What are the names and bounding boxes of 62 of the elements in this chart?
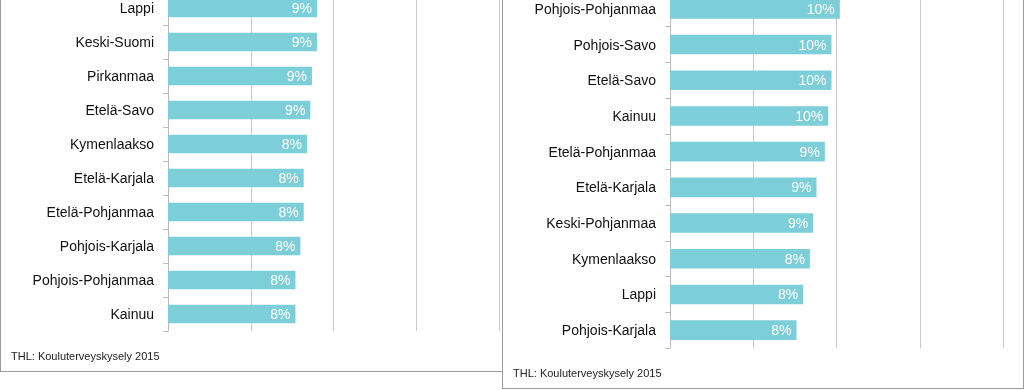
data-label: 9% (799, 143, 820, 160)
bar (670, 70, 832, 91)
bar (168, 236, 301, 256)
bar (168, 0, 317, 18)
bar (670, 284, 804, 305)
category-label: Keski-Pohjanmaa (546, 215, 656, 232)
data-label: 8% (281, 136, 303, 152)
category-label: Etelä-Savo (587, 72, 656, 89)
data-label: 8% (278, 170, 299, 186)
bar (168, 100, 311, 120)
bar (168, 270, 296, 290)
data-label: 8% (278, 204, 299, 220)
category-label: Etelä-Karjala (575, 179, 656, 196)
bar (168, 304, 296, 324)
data-label: 8% (270, 306, 291, 322)
category-label: Kymenlaakso (69, 136, 154, 152)
data-label: 9% (291, 0, 312, 16)
category-label: Pirkanmaa (87, 68, 154, 84)
bar (168, 134, 308, 154)
category-label: Pohjois-Karjala (59, 238, 154, 254)
data-label: 8% (275, 238, 296, 254)
bar (670, 141, 825, 162)
data-label: 9% (286, 68, 307, 84)
text: THL: Kouluterveyskysely 2015 (11, 349, 160, 362)
category-label: Etelä-Pohjanmaa (46, 204, 154, 220)
bar (670, 248, 810, 269)
category-label: Pohjois-Savo (573, 36, 656, 53)
data-label: 10% (806, 0, 835, 17)
data-label: 9% (291, 34, 312, 50)
category-label: Kainuu (110, 306, 154, 322)
data-label: 9% (791, 179, 812, 196)
data-label: 10% (798, 36, 827, 53)
data-label: 8% (777, 286, 799, 303)
data-label: 8% (771, 322, 792, 339)
category-label: Etelä-Savo (85, 102, 154, 118)
category-label: Pohjois-Pohjanmaa (32, 272, 154, 288)
category-label: Kainuu (612, 107, 656, 124)
bar (670, 320, 797, 340)
bar (670, 177, 817, 198)
data-label: 10% (798, 72, 827, 89)
bar (168, 202, 304, 222)
bar (670, 0, 840, 19)
data-label: 10% (795, 107, 824, 124)
category-label: Keski-Suomi (75, 34, 154, 50)
bar (670, 213, 814, 233)
data-label: 9% (787, 215, 809, 232)
bar (168, 32, 317, 52)
data-label: 8% (784, 250, 805, 267)
category-label: Kymenlaakso (571, 250, 656, 267)
category-label: Pohjois-Pohjanmaa (534, 0, 656, 17)
category-label: Etelä-Pohjanmaa (548, 143, 656, 160)
bar (670, 34, 832, 55)
category-label: Etelä-Karjala (73, 170, 154, 186)
text: THL: Kouluterveyskysely 2015 (513, 366, 662, 379)
bar (168, 168, 304, 188)
bar (168, 66, 312, 86)
category-label: Lappi (621, 286, 656, 303)
category-label: Pohjois-Karjala (561, 322, 656, 339)
category-label: Lappi (119, 0, 154, 16)
data-label: 9% (285, 102, 306, 118)
data-label: 8% (270, 272, 291, 288)
bar (670, 106, 829, 126)
